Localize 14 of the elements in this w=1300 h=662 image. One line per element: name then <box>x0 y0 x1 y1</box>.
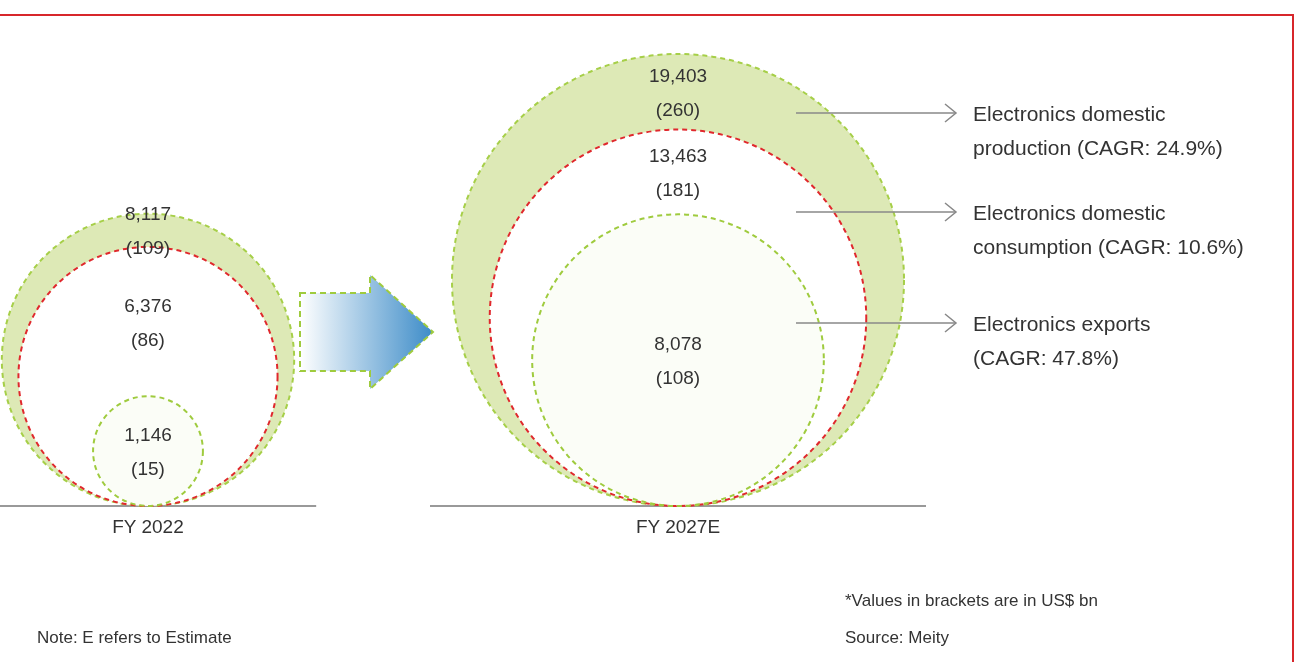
text: Electronics domestic production (CAGR: 24.9%) <box>973 101 1223 159</box>
data-label: 19,403 (260) <box>648 64 708 120</box>
category-label: FY 2022 <box>112 516 184 537</box>
text: Electronics domestic consumption (CAGR: 10.6%) <box>973 200 1244 258</box>
category-label: FY 2027E <box>635 516 721 537</box>
data-label: 8,117 (109) <box>124 202 172 258</box>
text: Note: E refers to Estimate <box>37 627 232 647</box>
source-note: Source: Meity <box>845 627 950 647</box>
data-label: 1,146 (15) <box>124 423 172 479</box>
text: *Values in brackets are in US$ bn <box>845 590 1098 610</box>
data-label: 8,078 (108) <box>654 332 702 388</box>
data-label: 13,463 (181) <box>648 144 708 200</box>
text: Electronics exports (CAGR: 47.8%) <box>973 311 1151 369</box>
data-label: 6,376 (86) <box>124 294 172 350</box>
